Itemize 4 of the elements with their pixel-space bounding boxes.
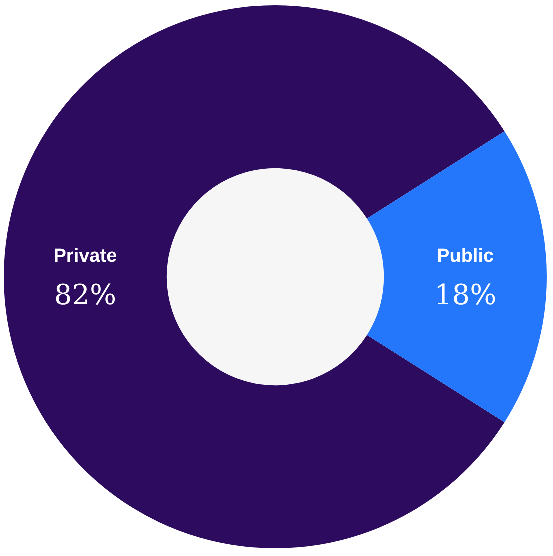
slice-label: Private [54, 246, 118, 268]
data-label: 82% [54, 278, 117, 312]
data-label: 18% [434, 278, 497, 312]
slice-label: Public [437, 246, 494, 268]
